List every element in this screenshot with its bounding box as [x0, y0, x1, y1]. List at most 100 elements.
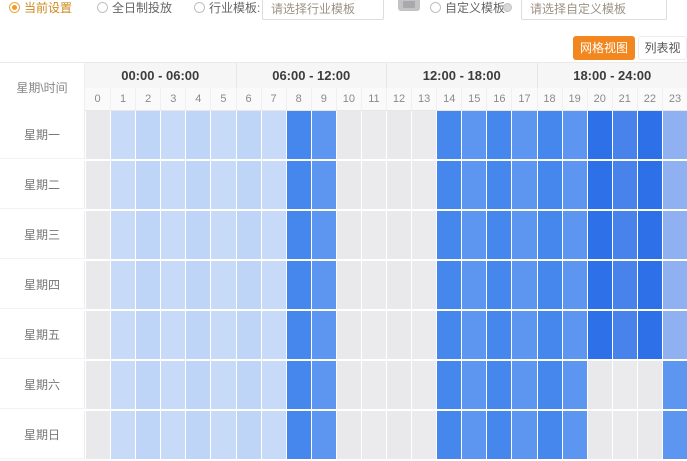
hour-cell[interactable] — [663, 111, 687, 159]
hour-cell[interactable] — [161, 211, 185, 259]
hour-cell[interactable] — [462, 411, 486, 459]
hour-cell[interactable] — [613, 311, 637, 359]
hour-cell[interactable] — [186, 411, 210, 459]
hour-cell[interactable] — [211, 411, 235, 459]
hour-cell[interactable] — [262, 411, 286, 459]
hour-cell[interactable] — [186, 311, 210, 359]
hour-cell[interactable] — [487, 111, 511, 159]
hour-cell[interactable] — [161, 311, 185, 359]
hour-cell[interactable] — [563, 311, 587, 359]
hour-cell[interactable] — [362, 111, 386, 159]
hour-cell[interactable] — [362, 211, 386, 259]
hour-cell[interactable] — [337, 111, 361, 159]
hour-cell[interactable] — [638, 311, 662, 359]
hour-cell[interactable] — [462, 361, 486, 409]
hour-cell[interactable] — [186, 111, 210, 159]
hour-cell[interactable] — [437, 111, 461, 159]
hour-cell[interactable] — [387, 211, 411, 259]
hour-cell[interactable] — [663, 411, 687, 459]
custom-template-select[interactable]: 请选择自定义模板 — [521, 0, 667, 20]
hour-cell[interactable] — [538, 111, 562, 159]
hour-cell[interactable] — [462, 311, 486, 359]
hour-cell[interactable] — [412, 111, 436, 159]
hour-cell[interactable] — [337, 361, 361, 409]
hour-cell[interactable] — [512, 361, 536, 409]
hour-cell[interactable] — [588, 161, 612, 209]
hour-cell[interactable] — [312, 161, 336, 209]
hour-cell[interactable] — [211, 211, 235, 259]
hour-cell[interactable] — [613, 411, 637, 459]
hour-cell[interactable] — [638, 261, 662, 309]
hour-cell[interactable] — [237, 211, 261, 259]
hour-cell[interactable] — [462, 161, 486, 209]
hour-cell[interactable] — [161, 161, 185, 209]
radio-current-settings[interactable] — [9, 2, 20, 13]
hour-cell[interactable] — [287, 261, 311, 309]
hour-cell[interactable] — [312, 261, 336, 309]
hour-cell[interactable] — [663, 211, 687, 259]
hour-cell[interactable] — [337, 411, 361, 459]
hour-cell[interactable] — [538, 411, 562, 459]
hour-cell[interactable] — [136, 411, 160, 459]
hour-cell[interactable] — [487, 161, 511, 209]
hour-cell[interactable] — [262, 111, 286, 159]
hour-cell[interactable] — [287, 211, 311, 259]
hour-cell[interactable] — [412, 161, 436, 209]
hour-cell[interactable] — [588, 361, 612, 409]
hour-cell[interactable] — [638, 161, 662, 209]
hour-cell[interactable] — [487, 411, 511, 459]
hour-cell[interactable] — [437, 361, 461, 409]
hour-cell[interactable] — [387, 261, 411, 309]
hour-cell[interactable] — [287, 311, 311, 359]
hour-cell[interactable] — [588, 311, 612, 359]
hour-cell[interactable] — [663, 261, 687, 309]
hour-cell[interactable] — [237, 311, 261, 359]
hour-cell[interactable] — [362, 361, 386, 409]
hour-cell[interactable] — [412, 361, 436, 409]
hour-cell[interactable] — [437, 411, 461, 459]
hour-cell[interactable] — [262, 261, 286, 309]
radio-allday-delivery[interactable] — [97, 2, 108, 13]
hour-cell[interactable] — [638, 411, 662, 459]
hour-cell[interactable] — [588, 111, 612, 159]
hour-cell[interactable] — [86, 111, 110, 159]
hour-cell[interactable] — [613, 161, 637, 209]
hour-cell[interactable] — [86, 261, 110, 309]
hour-cell[interactable] — [136, 161, 160, 209]
hour-cell[interactable] — [538, 261, 562, 309]
hour-cell[interactable] — [161, 361, 185, 409]
hour-cell[interactable] — [538, 211, 562, 259]
hour-cell[interactable] — [512, 161, 536, 209]
hour-cell[interactable] — [111, 411, 135, 459]
hour-cell[interactable] — [161, 261, 185, 309]
hour-cell[interactable] — [588, 261, 612, 309]
hour-cell[interactable] — [111, 211, 135, 259]
hour-cell[interactable] — [362, 411, 386, 459]
radio-allday-delivery-label[interactable]: 全日制投放 — [112, 1, 172, 15]
hour-cell[interactable] — [237, 411, 261, 459]
hour-cell[interactable] — [287, 111, 311, 159]
hour-cell[interactable] — [237, 161, 261, 209]
hour-cell[interactable] — [86, 211, 110, 259]
hour-cell[interactable] — [437, 261, 461, 309]
hour-cell[interactable] — [86, 311, 110, 359]
hour-cell[interactable] — [613, 211, 637, 259]
hour-cell[interactable] — [337, 261, 361, 309]
hour-cell[interactable] — [111, 111, 135, 159]
hour-cell[interactable] — [211, 261, 235, 309]
hour-cell[interactable] — [512, 411, 536, 459]
hour-cell[interactable] — [211, 361, 235, 409]
hour-cell[interactable] — [638, 111, 662, 159]
hour-cell[interactable] — [111, 261, 135, 309]
hour-cell[interactable] — [387, 411, 411, 459]
hour-cell[interactable] — [136, 361, 160, 409]
hour-cell[interactable] — [237, 111, 261, 159]
hour-cell[interactable] — [136, 111, 160, 159]
hour-cell[interactable] — [512, 211, 536, 259]
hour-cell[interactable] — [437, 211, 461, 259]
hour-cell[interactable] — [613, 261, 637, 309]
hour-cell[interactable] — [211, 111, 235, 159]
hour-cell[interactable] — [588, 411, 612, 459]
hour-cell[interactable] — [663, 311, 687, 359]
hour-cell[interactable] — [638, 211, 662, 259]
